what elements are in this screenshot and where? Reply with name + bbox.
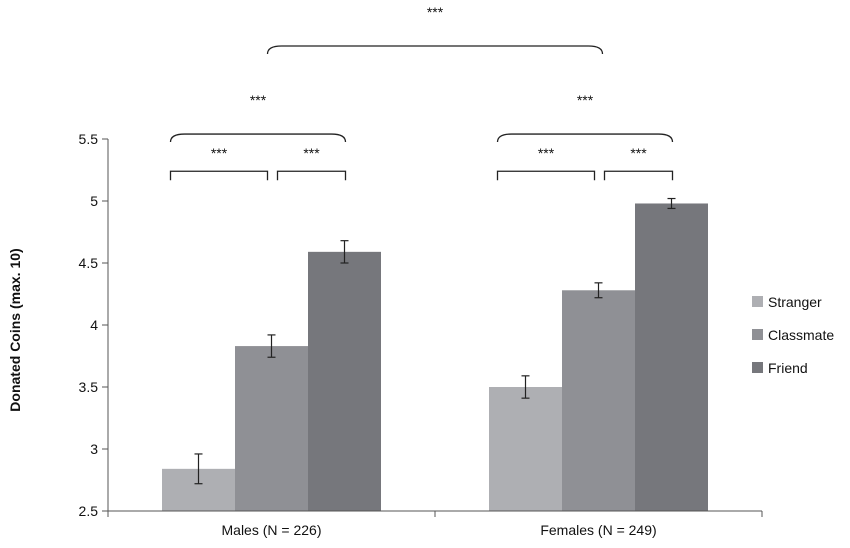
x-category-label: Males (N = 226) [222,522,322,538]
bar [308,251,381,511]
legend-swatch [752,362,763,373]
significance-bracket [169,170,269,181]
x-axis: Males (N = 226) Females (N = 249) [107,510,763,538]
bar [562,290,635,511]
legend-label: Stranger [768,294,822,310]
legend-label: Friend [768,360,808,376]
y-axis-title: Donated Coins (max. 10) [7,248,23,411]
y-tick-label: 5 [90,193,98,209]
bar [489,387,562,511]
x-category-label: Females (N = 249) [540,522,656,538]
significance-bracket [496,170,596,181]
significance-label: *** [303,145,320,161]
significance-bracket [496,133,674,143]
y-tick-label: 3 [90,441,98,457]
significance-label: *** [211,145,228,161]
significance-bracket [169,133,347,143]
error-bars [194,197,676,485]
y-tick-label: 2.5 [79,503,99,519]
significance-label: *** [250,92,267,108]
significance-bracket [266,45,604,55]
y-axis: 2.5 3 3.5 4 4.5 5 5.5 [79,131,109,519]
legend-swatch [752,329,763,340]
significance-label: *** [577,92,594,108]
y-tick-label: 4.5 [79,255,99,271]
significance-bracket [603,170,674,181]
significance-bracket [276,170,347,181]
y-tick-label: 3.5 [79,379,99,395]
bar [235,346,308,511]
significance-label: *** [630,145,647,161]
significance-label: *** [427,4,444,20]
significance-label: *** [538,145,555,161]
significance-annotations: *** *** *** *** *** *** *** [169,4,674,181]
y-tick-label: 5.5 [79,131,99,147]
legend-swatch [752,296,763,307]
y-tick-label: 4 [90,317,98,333]
legend-label: Classmate [768,327,834,343]
bars [162,203,708,512]
legend: Stranger Classmate Friend [752,294,834,376]
bar [635,203,708,512]
